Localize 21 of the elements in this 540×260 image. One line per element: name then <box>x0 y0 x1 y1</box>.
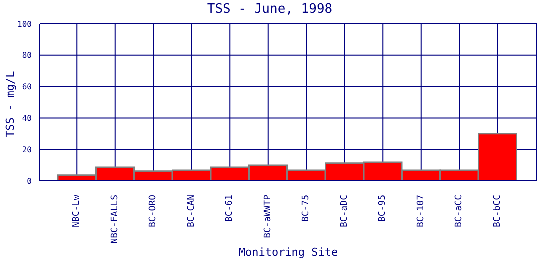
y-tick-label: 80 <box>22 51 32 60</box>
x-tick-label: BC-75 <box>302 195 312 222</box>
x-tick-label: BC-107 <box>416 195 426 228</box>
x-tick-label: BC-95 <box>378 195 388 222</box>
x-tick-label: BC-bCC <box>492 195 503 228</box>
x-tick-label: BC-aDC <box>340 195 350 228</box>
x-tick-label: BC-CAN <box>186 195 197 228</box>
x-tick-label: BC-ORO <box>148 195 159 228</box>
x-axis-title: Monitoring Site <box>238 246 338 259</box>
x-tick-label: BC-61 <box>225 195 236 222</box>
y-tick-label: 60 <box>22 82 32 92</box>
y-tick-label: 20 <box>22 145 32 154</box>
x-tick-label: BC-aWWTP <box>263 194 274 238</box>
y-tick-label: 100 <box>18 20 32 29</box>
y-axis-title: TSS - mg/L <box>4 70 17 138</box>
x-tick-label: BC-aCC <box>454 195 465 228</box>
x-tick-label: NBC-FALLS <box>110 195 120 244</box>
x-tick-label: NBC-Lw <box>72 194 82 228</box>
y-tick-label: 40 <box>22 114 32 124</box>
chart-title: TSS - June, 1998 <box>206 2 334 17</box>
y-tick-label: 0 <box>27 176 32 186</box>
